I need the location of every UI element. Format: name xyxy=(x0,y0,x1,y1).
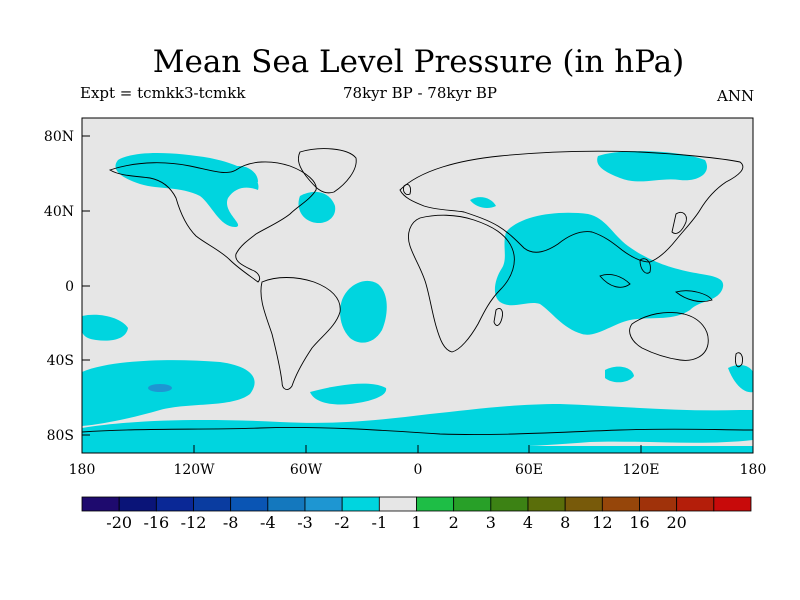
colorbar-label: -20 xyxy=(106,513,132,532)
colorbar-label: 8 xyxy=(560,513,570,532)
colorbar-box xyxy=(453,496,492,512)
colorbar-label: -16 xyxy=(143,513,169,532)
colorbar: -20 -16 -12 -8 -4 -3 -2 -1 1 2 3 4 8 12 16 20 xyxy=(81,496,752,532)
anomaly-region-mediterranean xyxy=(470,197,496,208)
longitude-labels: 180 120W 60W 0 60E 120E 180 xyxy=(69,462,767,478)
coastlines xyxy=(81,148,754,435)
lon-label: 120E xyxy=(623,462,660,478)
lon-label: 180 xyxy=(740,462,767,478)
colorbar-box xyxy=(81,496,120,512)
colorbar-box xyxy=(118,496,157,512)
colorbar-box xyxy=(564,496,603,512)
colorbar-box xyxy=(416,496,455,512)
anomaly-region-southeast-pacific xyxy=(82,314,128,341)
lon-label: 0 xyxy=(414,462,423,478)
coastline-uk xyxy=(403,183,411,195)
lat-label: 0 xyxy=(65,279,74,295)
coastline-southeast-asia-islands xyxy=(599,258,713,303)
colorbar-box xyxy=(639,496,678,512)
latitude-labels: 80N 40N 0 40S 80S xyxy=(44,129,74,444)
anomaly-region-indo-pacific xyxy=(494,212,724,335)
anomaly-region-hudson xyxy=(230,165,258,185)
colorbar-label: 1 xyxy=(411,513,421,532)
season-label: ANN xyxy=(717,87,755,105)
colorbar-label: -2 xyxy=(334,513,350,532)
experiment-label: Expt = tcmkk3-tcmkk xyxy=(80,84,246,102)
colorbar-box xyxy=(341,496,380,512)
colorbar-box xyxy=(378,496,417,512)
anomaly-core-south-pacific xyxy=(148,384,172,392)
coastline-africa xyxy=(408,214,515,353)
coastline-madagascar xyxy=(493,307,503,326)
axis-ticks xyxy=(81,135,754,453)
colorbar-label: 3 xyxy=(486,513,496,532)
colorbar-box xyxy=(155,496,194,512)
colorbar-label: 20 xyxy=(666,513,686,532)
colorbar-box xyxy=(713,496,752,512)
anomaly-region-southwest-indian xyxy=(605,366,634,383)
colorbar-box xyxy=(527,496,566,512)
colorbar-box xyxy=(676,496,715,512)
coastline-antarctica xyxy=(81,427,754,435)
colorbar-box xyxy=(304,496,343,512)
anomaly-region-south-atlantic-south xyxy=(310,383,387,405)
colorbar-label: -12 xyxy=(181,513,207,532)
coastline-eurasia xyxy=(399,150,744,263)
pressure-anomaly-regions xyxy=(82,151,753,453)
lon-label: 60W xyxy=(290,462,323,478)
colorbar-label: 16 xyxy=(629,513,649,532)
anomaly-region-north-pacific xyxy=(115,153,259,228)
period-label: 78kyr BP - 78kyr BP xyxy=(343,84,498,102)
colorbar-label: -8 xyxy=(223,513,239,532)
colorbar-label: -1 xyxy=(372,513,388,532)
coastline-japan xyxy=(671,211,687,234)
colorbar-box xyxy=(193,496,232,512)
colorbar-label: 12 xyxy=(592,513,612,532)
coastline-greenland xyxy=(297,148,357,194)
colorbar-label: 4 xyxy=(523,513,533,532)
anomaly-region-southern-ocean-band xyxy=(82,404,753,447)
anomaly-region-siberia xyxy=(597,151,708,182)
anomaly-region-east-pacific-south xyxy=(728,365,753,393)
coastline-south-america xyxy=(260,277,341,390)
anomaly-region-south-atlantic xyxy=(340,280,387,343)
lon-label: 60E xyxy=(515,462,543,478)
lat-label: 40S xyxy=(47,353,74,369)
colorbar-box xyxy=(601,496,640,512)
lat-label: 80S xyxy=(47,428,74,444)
coastline-north-america xyxy=(108,161,317,283)
colorbar-box xyxy=(490,496,529,512)
colorbar-label: -3 xyxy=(297,513,313,532)
coastline-australia xyxy=(629,312,709,361)
colorbar-label: -4 xyxy=(260,513,276,532)
coastline-new-zealand xyxy=(735,352,743,368)
lon-label: 180 xyxy=(69,462,96,478)
lat-label: 40N xyxy=(44,204,74,220)
anomaly-region-south-pacific xyxy=(82,360,255,426)
colorbar-box xyxy=(230,496,269,512)
map-title: Mean Sea Level Pressure (in hPa) xyxy=(152,44,685,80)
colorbar-label: 2 xyxy=(449,513,459,532)
colorbar-box xyxy=(267,496,306,512)
lat-label: 80N xyxy=(44,129,74,145)
lon-label: 120W xyxy=(173,462,215,478)
